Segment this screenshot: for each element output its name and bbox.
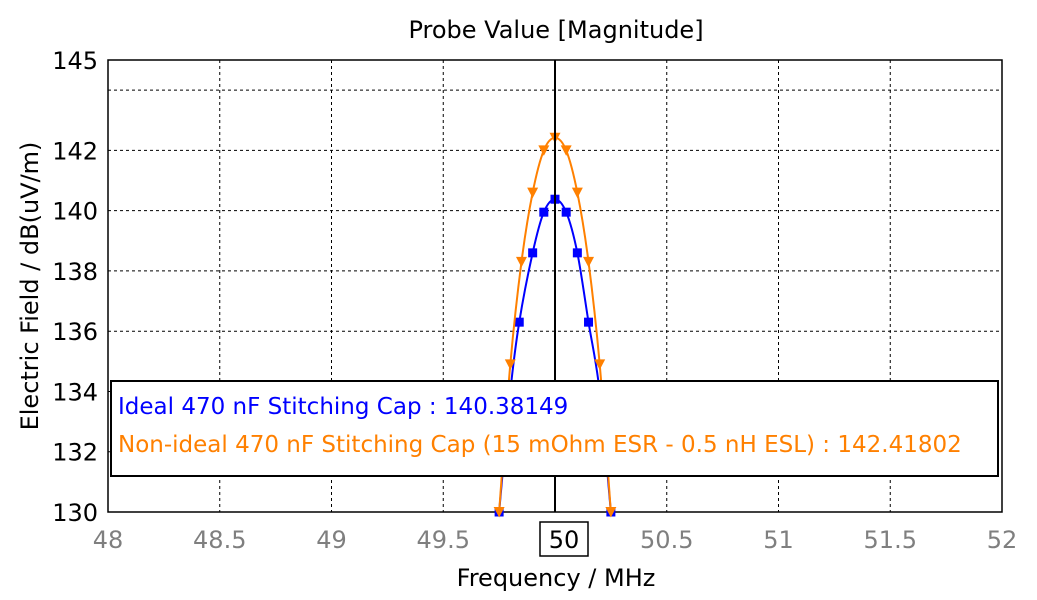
x-tick-label: 51.5: [864, 526, 917, 554]
y-axis-label: Electric Field / dB(uV/m): [16, 142, 44, 431]
x-tick-label: 48: [93, 526, 124, 554]
series-2-point: [538, 145, 550, 156]
y-tick-label: 142: [52, 137, 98, 165]
series-2-point: [594, 359, 606, 370]
series-2-point: [583, 256, 595, 268]
x-tick-label: 52: [987, 526, 1018, 554]
cursor-readout[interactable]: 50: [539, 521, 589, 557]
series-2-point: [571, 187, 583, 199]
series-2-point: [515, 256, 527, 268]
legend-series-2: Non-ideal 470 nF Stitching Cap (15 mOhm …: [118, 432, 962, 458]
series-2-point: [527, 187, 539, 199]
chart-title: Probe Value [Magnitude]: [408, 16, 703, 44]
x-axis-label: Frequency / MHz: [457, 564, 656, 592]
legend-series-2-name: Non-ideal 470 nF Stitching Cap (15 mOhm …: [118, 432, 815, 458]
legend-frame: [110, 380, 999, 477]
cursor-readout-box: [539, 521, 589, 557]
x-tick-label: 48.5: [193, 526, 246, 554]
y-tick-label: 136: [52, 318, 98, 346]
series-2-point: [504, 359, 516, 370]
legend-series-1-readout: 140.38149: [444, 394, 568, 420]
series-1-point: [528, 248, 538, 258]
series-1-point: [539, 207, 549, 217]
y-tick-label: 134: [52, 378, 98, 406]
x-tick-label: 49: [316, 526, 347, 554]
x-tick-label: 50.5: [640, 526, 693, 554]
y-tick-label: 140: [52, 198, 98, 226]
y-tick-label: 132: [52, 439, 98, 467]
x-tick-label: 51: [763, 526, 794, 554]
y-tick-labels: 130 132 134 136 138 140 142 145: [52, 47, 98, 527]
legend-series-2-readout: 142.41802: [837, 432, 961, 458]
x-tick-labels: 48 48.5 49 49.5 50.5 51 51.5 52: [93, 526, 1018, 554]
series-2-point: [605, 507, 617, 518]
series-2-point: [560, 145, 572, 156]
cursor-readout-label: 50: [549, 526, 580, 554]
series-1-point: [572, 248, 582, 258]
y-tick-label: 145: [52, 47, 98, 75]
x-tick-label: 49.5: [417, 526, 470, 554]
legend-series-1: Ideal 470 nF Stitching Cap : 140.38149: [118, 394, 568, 420]
series-2-point: [493, 507, 505, 518]
series-1-point: [514, 317, 524, 327]
legend-box: Ideal 470 nF Stitching Cap : 140.38149 N…: [110, 380, 999, 477]
legend-series-1-name: Ideal 470 nF Stitching Cap: [118, 394, 422, 420]
y-tick-label: 130: [52, 499, 98, 527]
y-tick-label: 138: [52, 258, 98, 286]
series-1-point: [561, 207, 571, 217]
series-1-point: [584, 317, 594, 327]
